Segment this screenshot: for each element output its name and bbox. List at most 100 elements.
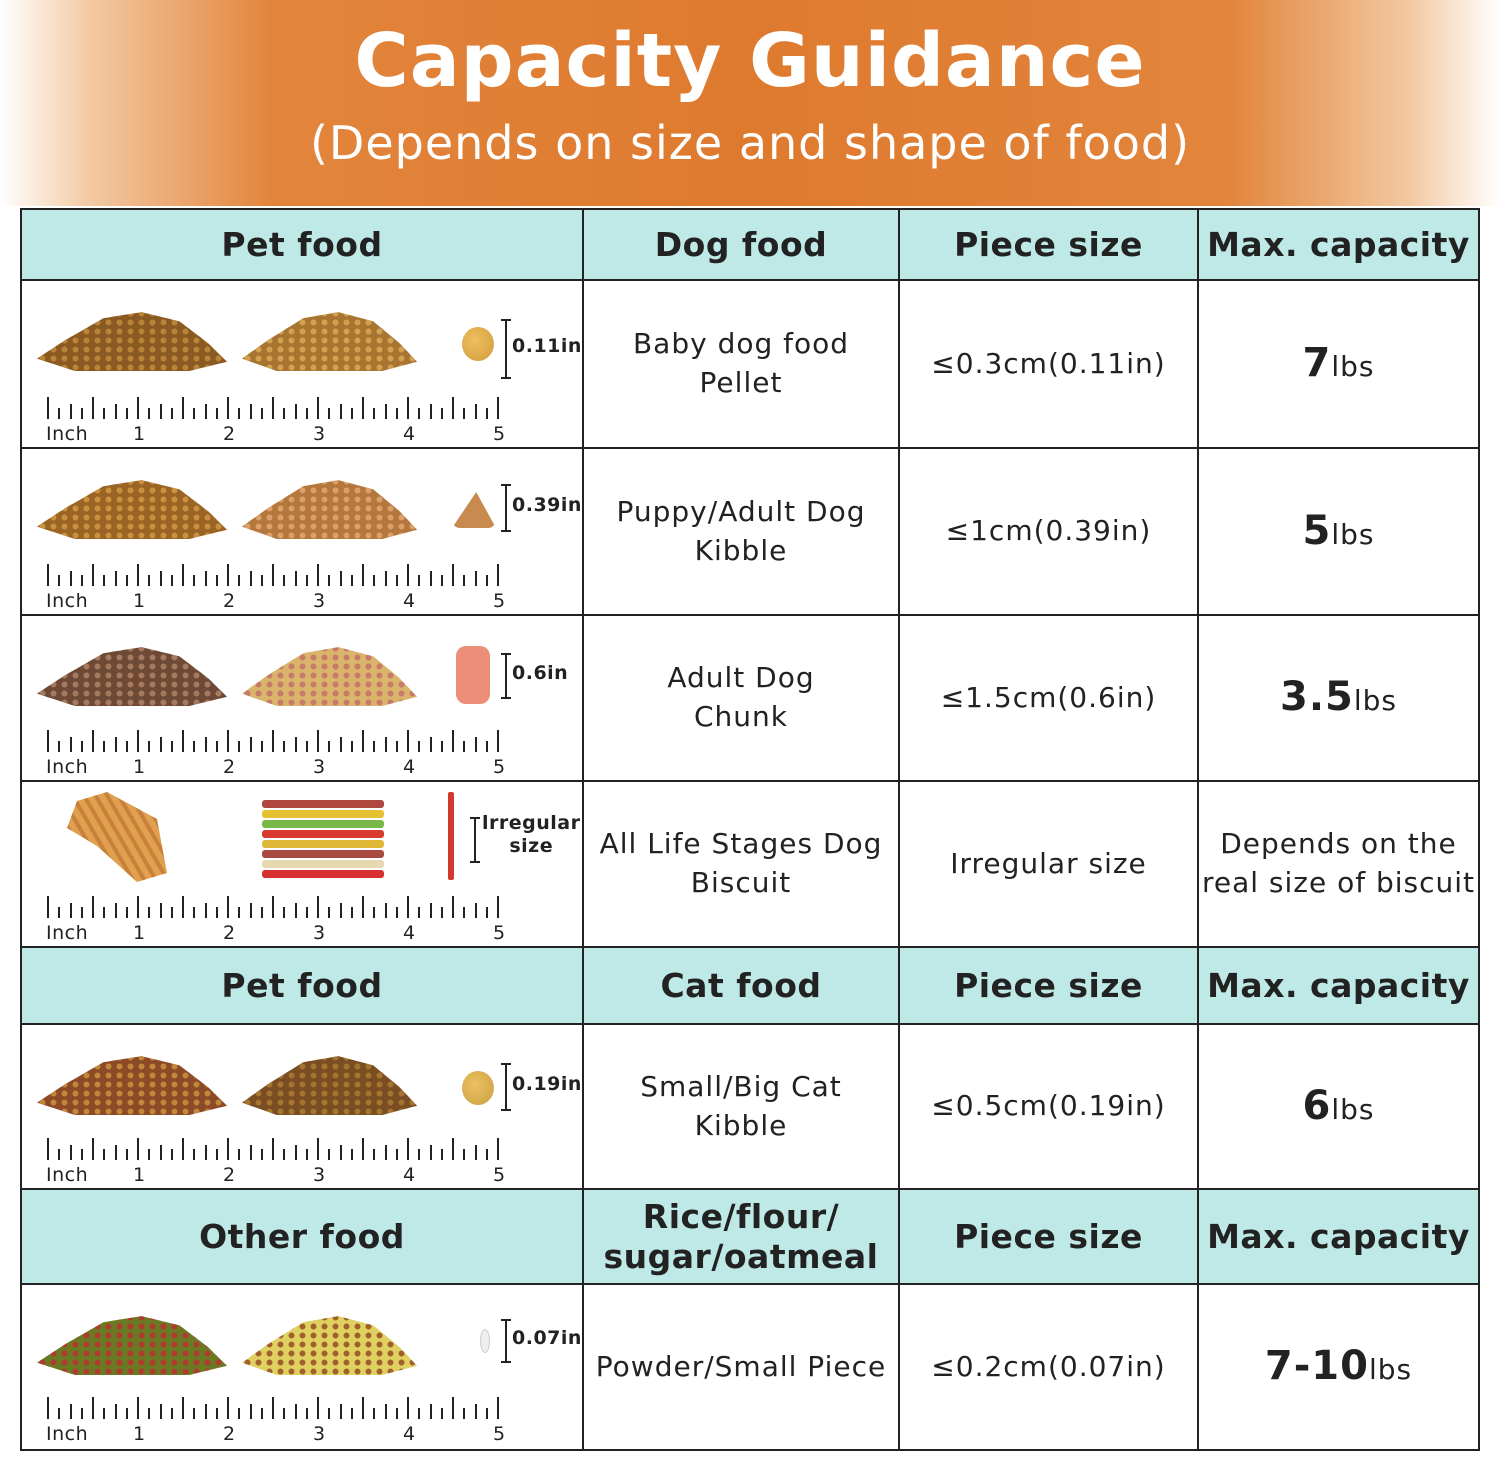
ruler-unit-label: Inch	[46, 590, 89, 612]
food-visual-cell: 0.39in Inch 1 2 3 4 5	[22, 449, 584, 614]
ruler-tick-label: 5	[493, 590, 506, 612]
ruler-tick	[249, 404, 252, 419]
max-capacity-cell: 6lbs	[1199, 1025, 1478, 1188]
ruler-tick	[395, 1149, 398, 1160]
ruler-tick	[418, 907, 421, 918]
ruler-tick	[238, 1149, 241, 1160]
ruler-tick	[362, 1397, 364, 1419]
ruler-tick	[238, 408, 241, 419]
ruler-tick	[182, 1138, 184, 1160]
ruler-tick	[114, 1404, 117, 1419]
ruler-tick	[328, 1408, 331, 1419]
single-piece-icon	[462, 1071, 494, 1105]
food-type: Small/Big Cat Kibble	[640, 1069, 842, 1142]
food-type: Puppy/Adult Dog Kibble	[616, 494, 866, 567]
header-cell: Max. capacity	[1199, 210, 1478, 279]
ruler-tick	[440, 907, 443, 918]
header-label: Max. capacity	[1207, 1216, 1470, 1256]
banner: Capacity Guidance (Depends on size and s…	[0, 0, 1500, 206]
ruler-tick	[170, 1408, 173, 1419]
ruler-tick	[137, 1397, 139, 1419]
ruler-tick	[418, 408, 421, 419]
ruler-tick	[339, 1145, 342, 1160]
ruler-tick	[362, 1138, 364, 1160]
ruler-tick	[373, 741, 376, 752]
ruler-tick	[485, 1149, 488, 1160]
ruler-tick	[159, 903, 162, 918]
ruler-tick-label: 1	[133, 922, 146, 944]
ruler-tick	[148, 1149, 151, 1160]
ruler-tick	[80, 741, 83, 752]
piece-size-label: 0.11in	[512, 335, 582, 357]
ruler-tick	[114, 903, 117, 918]
header-cell: Piece size	[900, 210, 1199, 279]
header-label: Pet food	[221, 224, 383, 264]
header-label: Piece size	[954, 224, 1143, 264]
piece-size-label: lrregular size	[482, 812, 581, 857]
ruler-tick	[395, 408, 398, 419]
ruler-tick	[474, 1404, 477, 1419]
capacity-unit: lbs	[1331, 517, 1375, 551]
ruler-tick	[69, 1145, 72, 1160]
ruler-tick	[452, 397, 454, 419]
ruler-tick	[103, 575, 106, 586]
ruler-tick	[58, 1408, 61, 1419]
ruler-tick	[80, 408, 83, 419]
ruler-tick	[452, 730, 454, 752]
piece-size-label: 0.6in	[512, 662, 569, 684]
ruler-tick	[429, 737, 432, 752]
ruler-tick-label: 4	[403, 1423, 416, 1445]
ruler-tick	[283, 1408, 286, 1419]
ruler-tick	[294, 404, 297, 419]
ruler-tick	[305, 408, 308, 419]
food-type: Adult Dog Chunk	[667, 661, 815, 733]
ruler-tick	[215, 575, 218, 586]
ruler-tick	[272, 896, 274, 918]
table-row: 0.07in Inch 1 2 3 4 5 Powder/Small Piece ≤0.2cm(…	[22, 1285, 1478, 1449]
piece-size-cell: ≤0.5cm(0.19in)	[900, 1025, 1199, 1188]
ruler-tick	[407, 397, 409, 419]
single-piece-icon	[452, 492, 496, 528]
header-cell: Cat food	[584, 948, 900, 1023]
ruler-tick	[238, 907, 241, 918]
header-cell: Piece size	[900, 948, 1199, 1023]
inch-ruler	[47, 896, 507, 918]
single-piece-icon	[448, 792, 454, 880]
ruler-tick	[395, 741, 398, 752]
header-label: Piece size	[954, 1216, 1143, 1256]
ruler-tick	[103, 408, 106, 419]
ruler-tick	[283, 741, 286, 752]
capacity-number: 5	[1302, 507, 1332, 554]
food-pile-image-2	[242, 312, 417, 371]
ruler-unit-label: Inch	[46, 756, 89, 778]
ruler-tick	[204, 737, 207, 752]
ruler-tick	[260, 1408, 263, 1419]
piece-size-cell: ≤1.5cm(0.6in)	[900, 616, 1199, 780]
ruler-tick-label: 5	[493, 423, 506, 445]
header-row: Pet food Dog food Piece size Max. capacity	[22, 210, 1478, 281]
header-cell: Dog food	[584, 210, 900, 279]
ruler-tick	[339, 1404, 342, 1419]
ruler-tick	[193, 408, 196, 419]
ruler-tick	[294, 1145, 297, 1160]
ruler-tick	[92, 1138, 94, 1160]
ruler-tick-label: 5	[493, 1423, 506, 1445]
ruler-tick	[260, 408, 263, 419]
table-row: 0.39in Inch 1 2 3 4 5 Puppy/Adult Dog Kibble ≤1c…	[22, 449, 1478, 616]
ruler-tick	[58, 408, 61, 419]
chew-stick	[262, 860, 384, 868]
header-row: Other food Rice/flour/ sugar/oatmeal Piece…	[22, 1190, 1478, 1285]
ruler-tick	[238, 1408, 241, 1419]
ruler-tick	[148, 907, 151, 918]
piece-size: ≤0.2cm(0.07in)	[931, 1349, 1166, 1383]
header-cell: Other food	[22, 1190, 584, 1283]
ruler-tick	[474, 404, 477, 419]
ruler-tick	[429, 571, 432, 586]
chew-stick	[262, 850, 384, 858]
ruler-tick	[238, 575, 241, 586]
ruler-tick-label: 2	[223, 756, 236, 778]
food-type: Baby dog food Pellet	[632, 327, 850, 399]
ruler-tick	[463, 907, 466, 918]
ruler-tick	[452, 1138, 454, 1160]
ruler-tick	[283, 408, 286, 419]
